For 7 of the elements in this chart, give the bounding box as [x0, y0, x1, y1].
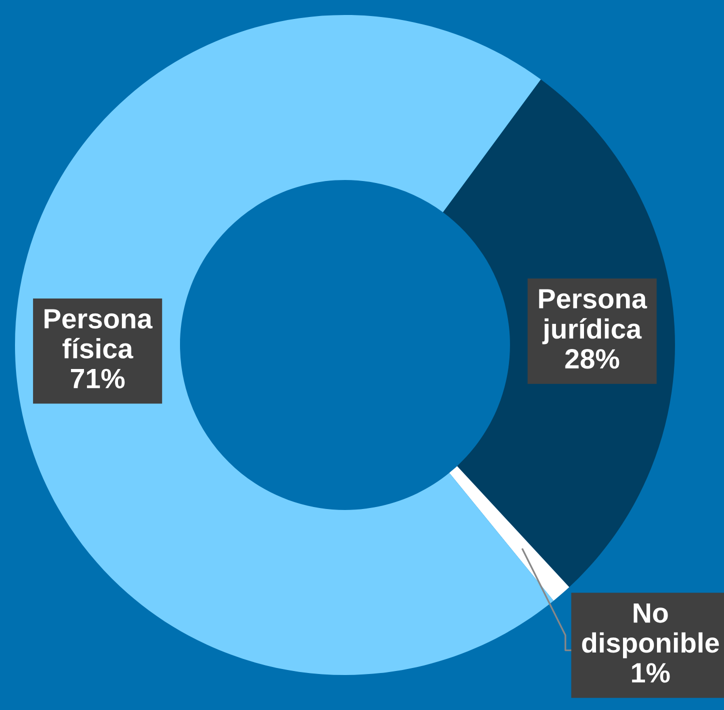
data-label: 71% [70, 368, 125, 388]
donut-slice [449, 466, 570, 601]
slice-label: No disponible [582, 603, 719, 658]
slice-label: Persona jurídica [539, 289, 648, 344]
data-label: 28% [565, 349, 620, 369]
data-label: 1% [632, 663, 670, 683]
slice-label: Persona física [44, 309, 153, 359]
